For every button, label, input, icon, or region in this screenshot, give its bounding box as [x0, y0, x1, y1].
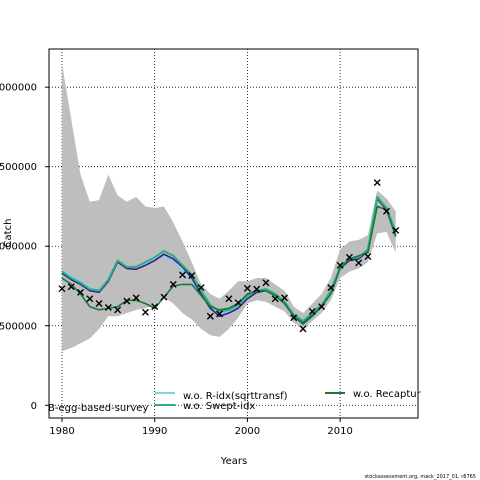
y-tick-label: 1000000 — [0, 242, 37, 253]
observed-point — [345, 253, 353, 261]
observed-point — [355, 259, 363, 267]
observed-point — [253, 285, 261, 293]
observed-point — [151, 303, 159, 311]
observed-point — [188, 272, 196, 280]
x-axis: 1980 1990 2000 2010 — [49, 418, 353, 437]
observed-point — [58, 285, 66, 293]
x-tick-label: 2000 — [235, 426, 260, 437]
legend-label: w.o. Swept-idx — [183, 401, 255, 412]
series-line-3 — [61, 195, 397, 322]
y-tick-label: 500000 — [0, 321, 37, 332]
legend-label: B-egg-based-survey — [48, 403, 148, 414]
observed-point — [114, 306, 122, 314]
observed-point — [299, 325, 307, 333]
observed-point — [95, 299, 103, 307]
legend-label: w.o. Recaptur — [353, 389, 422, 400]
y-tick-label: 1500000 — [0, 162, 37, 173]
observed-point — [216, 310, 224, 318]
observed-point — [280, 294, 288, 302]
observed-point — [86, 295, 94, 303]
legend-label: w.o. R-idx(sqrttransf) — [183, 391, 288, 402]
observed-point — [308, 307, 316, 315]
plot-frame — [48, 48, 419, 419]
observed-point — [327, 284, 335, 292]
confidence-band — [61, 63, 396, 352]
x-tick-label: 1990 — [142, 426, 167, 437]
y-axis-title: Catch — [3, 219, 14, 248]
observed-point — [290, 314, 298, 322]
y-tick-label: 0 — [31, 401, 37, 412]
observed-point — [382, 207, 390, 215]
legend: w.o. Swept-idx w.o. Recaptur B-egg-based-s… — [48, 389, 422, 414]
observed-point — [336, 261, 344, 269]
observed-point — [132, 294, 140, 302]
observed-point — [392, 226, 400, 234]
observed-point — [373, 179, 381, 187]
observed-point — [234, 299, 242, 307]
y-tick-label: 2000000 — [0, 83, 37, 94]
observed-point — [364, 253, 372, 261]
footer-credit: stockassessment.org, mack_2017_01, r8765 — [365, 474, 476, 480]
observed-point — [179, 271, 187, 279]
series-line-4 — [61, 205, 397, 325]
observed-point — [262, 279, 270, 287]
observed-point — [197, 284, 205, 292]
observed-point — [206, 312, 214, 320]
observed-point — [123, 297, 131, 305]
x-axis-title: Years — [220, 456, 247, 467]
observed-point — [169, 280, 177, 288]
observed-point — [104, 303, 112, 311]
observed-point — [160, 293, 168, 301]
observed-point — [318, 303, 326, 311]
observed-point — [67, 283, 75, 291]
observed-point — [141, 308, 149, 316]
observed-point — [225, 295, 233, 303]
observed-point — [271, 295, 279, 303]
x-tick-label: 1980 — [49, 426, 74, 437]
confidence-band-area — [61, 63, 396, 352]
observed-point — [77, 288, 85, 296]
series-lines — [61, 195, 397, 325]
observed-point — [243, 284, 251, 292]
y-axis: 0 500000 1000000 1500000 2000000 — [0, 83, 49, 412]
x-tick-label: 2010 — [327, 426, 352, 437]
observed-points — [58, 179, 400, 333]
